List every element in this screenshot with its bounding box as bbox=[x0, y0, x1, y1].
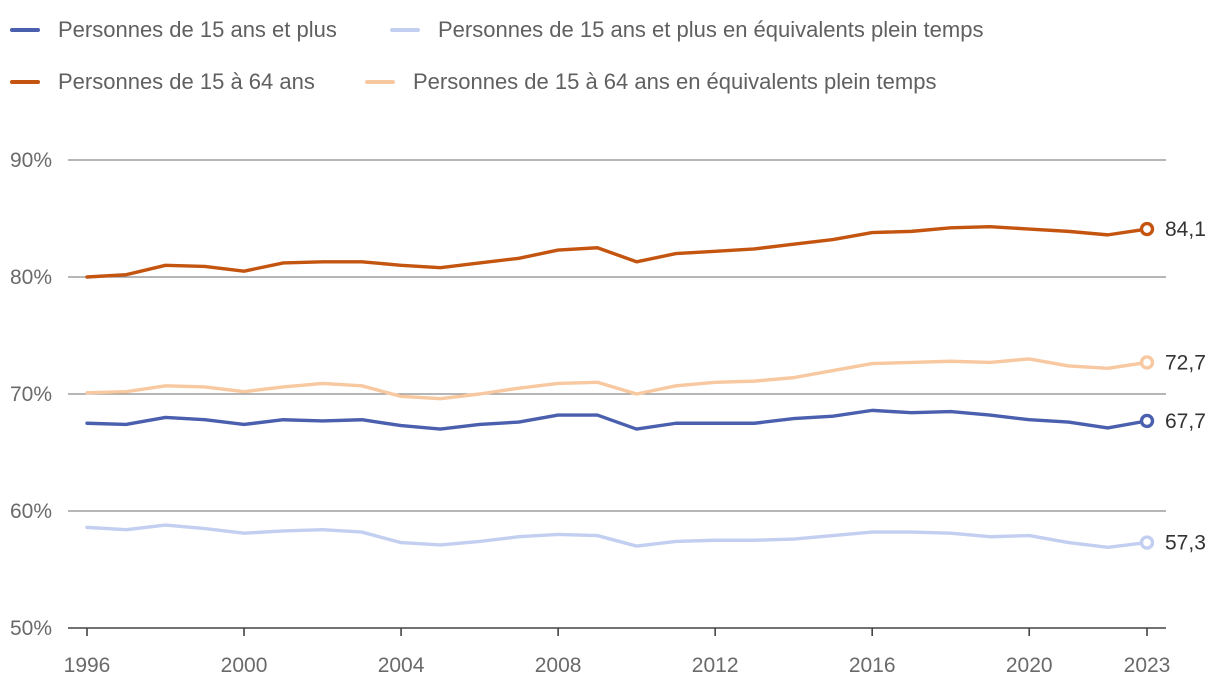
y-tick-label: 60% bbox=[10, 500, 52, 523]
y-tick-label: 80% bbox=[10, 266, 52, 289]
end-marker-total-fte bbox=[1139, 535, 1155, 550]
series-line-15-64-fte bbox=[85, 357, 1149, 401]
series-line-total-fte bbox=[85, 523, 1149, 549]
legend-row-2: Personnes de 15 à 64 ans Personnes de 15… bbox=[10, 62, 1190, 114]
legend-swatch-total-fte bbox=[390, 28, 420, 32]
x-tick-label: 2012 bbox=[692, 654, 739, 677]
gridlines bbox=[68, 159, 1166, 629]
legend-label-total-fte: Personnes de 15 ans et plus en équivalen… bbox=[438, 17, 984, 42]
end-label-total: 67,7 bbox=[1165, 410, 1206, 433]
end-marker-15-64 bbox=[1139, 221, 1155, 237]
axes: 50% 60% 70% 80% 90% 1996 2000 2004 2008 2012 2016 2… bbox=[10, 149, 1170, 677]
data-labels: 67,7 57,3 84,1 72,7 bbox=[1165, 218, 1206, 555]
x-tick-label: 2004 bbox=[378, 654, 425, 677]
end-label-15-64: 84,1 bbox=[1165, 218, 1206, 241]
end-label-15-64-fte: 72,7 bbox=[1165, 351, 1206, 374]
end-marker-15-64-fte bbox=[1139, 355, 1155, 370]
legend-label-15-64-fte: Personnes de 15 à 64 ans en équivalents … bbox=[413, 69, 937, 94]
y-tick-label: 90% bbox=[10, 149, 52, 172]
y-tick-label: 50% bbox=[10, 617, 52, 640]
legend-label-total: Personnes de 15 ans et plus bbox=[58, 17, 337, 42]
legend: Personnes de 15 ans et plus Personnes de… bbox=[10, 10, 1190, 114]
x-tick-label: 1996 bbox=[64, 654, 111, 677]
legend-swatch-15-64-fte bbox=[365, 80, 395, 84]
series-lines bbox=[85, 221, 1155, 550]
legend-row-1: Personnes de 15 ans et plus Personnes de… bbox=[10, 10, 1190, 62]
legend-item-total: Personnes de 15 ans et plus bbox=[10, 10, 337, 50]
series-line-15-64 bbox=[85, 224, 1149, 279]
x-tick-label: 2008 bbox=[535, 654, 582, 677]
x-tick-label: 2000 bbox=[221, 654, 268, 677]
series-line-total bbox=[85, 408, 1149, 431]
x-tick-label: 2023 bbox=[1124, 654, 1171, 677]
legend-swatch-15-64 bbox=[10, 80, 40, 84]
legend-label-15-64: Personnes de 15 à 64 ans bbox=[58, 69, 315, 94]
end-label-total-fte: 57,3 bbox=[1165, 532, 1206, 555]
legend-item-15-64: Personnes de 15 à 64 ans bbox=[10, 62, 315, 102]
legend-item-15-64-fte: Personnes de 15 à 64 ans en équivalents … bbox=[365, 62, 936, 102]
end-marker-total bbox=[1139, 413, 1155, 429]
x-tick-label: 2020 bbox=[1006, 654, 1053, 677]
legend-swatch-total bbox=[10, 28, 40, 32]
y-tick-label: 70% bbox=[10, 383, 52, 406]
legend-item-total-fte: Personnes de 15 ans et plus en équivalen… bbox=[390, 10, 983, 50]
x-tick-label: 2016 bbox=[849, 654, 896, 677]
